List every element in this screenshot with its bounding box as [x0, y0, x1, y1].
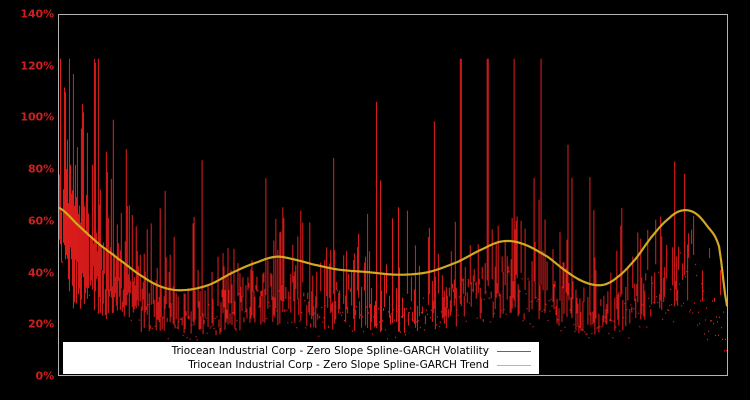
- y-axis-tick-label: 80%: [27, 162, 54, 176]
- y-axis-tick-label: 120%: [20, 59, 54, 73]
- y-axis: 0% 20% 40% 60% 80% 100% 120% 140%: [0, 0, 54, 400]
- plot-area: [58, 14, 728, 376]
- y-axis-tick-label: 140%: [20, 7, 54, 21]
- y-axis-tick-label: 60%: [27, 214, 54, 228]
- y-axis-tick-label: 20%: [27, 317, 54, 331]
- legend-label-trend: Triocean Industrial Corp - Zero Slope Sp…: [188, 359, 489, 371]
- legend-swatch-volatility: [497, 350, 531, 352]
- legend-item-volatility: Triocean Industrial Corp - Zero Slope Sp…: [63, 344, 539, 358]
- chart-legend: Triocean Industrial Corp - Zero Slope Sp…: [63, 342, 539, 374]
- trend-series: [59, 206, 727, 307]
- series-layer: [59, 58, 727, 352]
- legend-swatch-trend: [497, 364, 531, 366]
- legend-label-volatility: Triocean Industrial Corp - Zero Slope Sp…: [171, 345, 489, 357]
- legend-item-trend: Triocean Industrial Corp - Zero Slope Sp…: [63, 358, 539, 372]
- volatility-series: [59, 58, 727, 352]
- y-axis-tick-label: 100%: [20, 110, 54, 124]
- y-axis-tick-label: 0%: [35, 369, 55, 383]
- y-axis-tick-label: 40%: [27, 266, 54, 280]
